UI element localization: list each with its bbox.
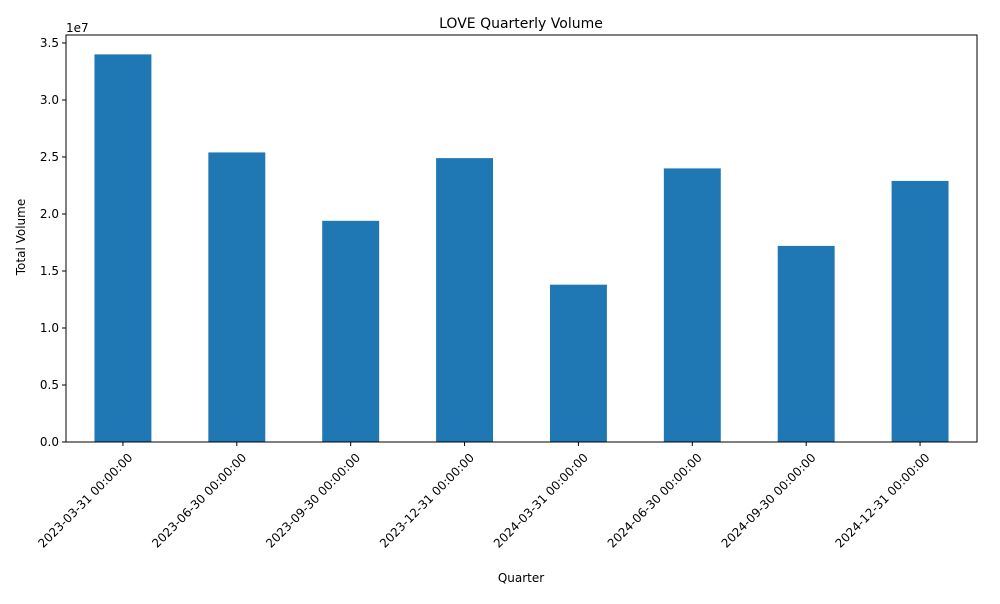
x-tick-label-5: 2024-06-30 00:00:00 [605, 451, 705, 551]
y-axis-offset-label: 1e7 [66, 21, 89, 35]
bars-group [94, 54, 949, 443]
bar-5 [663, 168, 721, 443]
bar-2 [322, 220, 380, 442]
y-tick-label-4: 2.0 [40, 207, 59, 221]
x-tick-label-7: 2024-12-31 00:00:00 [833, 451, 933, 551]
y-tick-label-6: 3.0 [40, 93, 59, 107]
x-tick-label-4: 2024-03-31 00:00:00 [491, 451, 591, 551]
x-axis-label: Quarter [498, 571, 544, 585]
y-tick-label-3: 1.5 [40, 264, 59, 278]
x-tick-label-3: 2023-12-31 00:00:00 [377, 451, 477, 551]
y-tick-label-1: 0.5 [40, 378, 59, 392]
bar-3 [436, 158, 494, 443]
x-tick-label-6: 2024-09-30 00:00:00 [719, 451, 819, 551]
y-axis-ticks: 0.0 0.5 1.0 1.5 2.0 2.5 3.0 3.5 [40, 36, 66, 449]
x-tick-label-1: 2023-06-30 00:00:00 [149, 451, 249, 551]
y-axis-label: Total Volume [14, 199, 28, 276]
bar-4 [549, 284, 607, 442]
x-tick-label-2: 2023-09-30 00:00:00 [263, 451, 363, 551]
chart-title: LOVE Quarterly Volume [439, 16, 603, 32]
plot-frame [65, 34, 978, 443]
bar-7 [891, 180, 949, 442]
x-axis-ticks: 2023-03-31 00:00:00 2023-06-30 00:00:00 20… [35, 442, 933, 551]
bar-1 [208, 152, 266, 442]
x-tick-label-0: 2023-03-31 00:00:00 [35, 451, 135, 551]
y-tick-label-5: 2.5 [40, 150, 59, 164]
y-tick-label-0: 0.0 [40, 435, 59, 449]
bar-0 [94, 54, 152, 442]
y-tick-label-7: 3.5 [40, 36, 59, 50]
y-tick-label-2: 1.0 [40, 321, 59, 335]
bar-6 [777, 245, 835, 442]
